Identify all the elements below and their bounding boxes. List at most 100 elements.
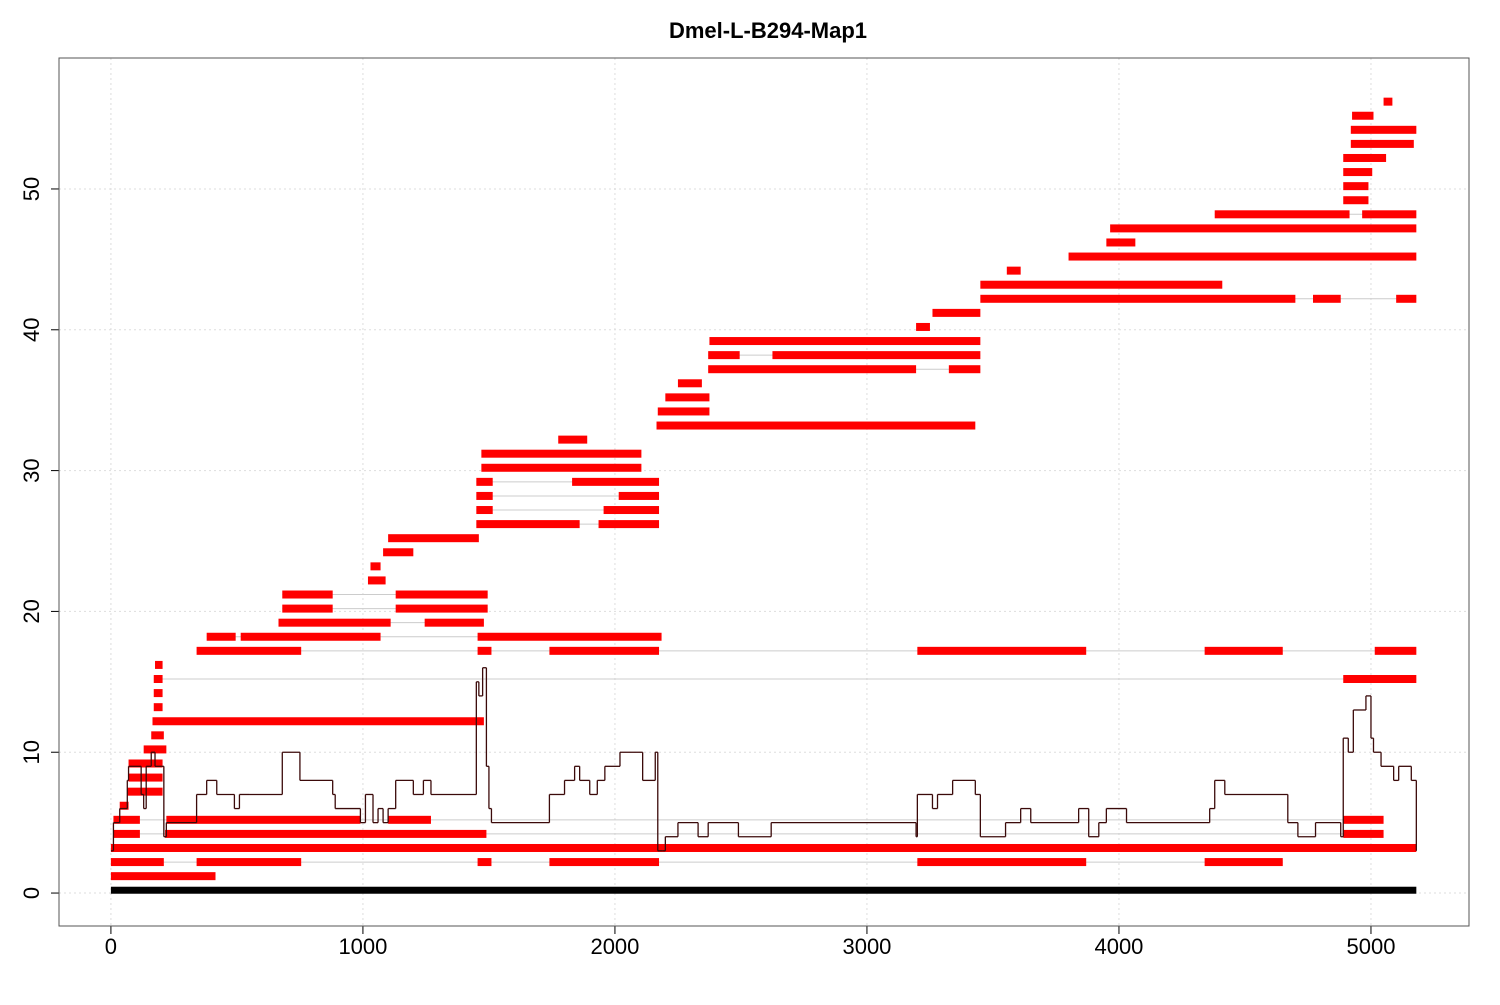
chart-title: Dmel-L-B294-Map1	[669, 18, 867, 43]
segment	[598, 520, 660, 529]
segment	[395, 604, 488, 613]
segment	[1343, 168, 1373, 177]
segment	[477, 632, 662, 641]
segment	[152, 717, 484, 726]
y-tick-label: 50	[19, 177, 44, 201]
segment	[1352, 111, 1374, 120]
segment	[477, 646, 492, 655]
segment	[657, 407, 710, 416]
segment	[1106, 238, 1136, 247]
segment	[917, 646, 1087, 655]
segment	[395, 590, 488, 599]
segment	[980, 294, 1296, 303]
segment	[572, 477, 660, 486]
segment	[110, 858, 164, 867]
segment	[1204, 858, 1283, 867]
segment	[1374, 646, 1417, 655]
segment	[165, 829, 487, 838]
segment	[110, 843, 1417, 852]
segment	[948, 365, 981, 374]
segment	[153, 675, 163, 684]
segment	[196, 646, 302, 655]
segment	[424, 618, 484, 627]
x-tick-label: 5000	[1346, 934, 1395, 959]
y-tick-label: 0	[19, 887, 44, 899]
segment	[383, 548, 414, 557]
segment	[1350, 125, 1417, 134]
y-tick-label: 20	[19, 599, 44, 623]
plot-frame	[58, 57, 1470, 927]
segment	[367, 576, 386, 585]
x-tick-label: 1000	[338, 934, 387, 959]
segment	[1343, 815, 1384, 824]
segment	[1214, 210, 1350, 219]
segment	[558, 435, 588, 444]
segment	[1343, 182, 1369, 191]
x-tick-label: 2000	[590, 934, 639, 959]
segment	[1362, 210, 1417, 219]
segment	[916, 322, 930, 331]
segment	[128, 759, 163, 768]
segment	[618, 491, 660, 500]
segment	[1204, 646, 1283, 655]
segment	[708, 365, 917, 374]
segment	[153, 689, 163, 698]
segment	[153, 703, 163, 712]
segment	[1343, 196, 1369, 205]
segment	[388, 534, 479, 543]
segment	[113, 829, 140, 838]
y-tick-label: 40	[19, 318, 44, 342]
y-tick-label: 10	[19, 740, 44, 764]
segment	[1110, 224, 1417, 233]
segment	[665, 393, 710, 402]
segment	[119, 801, 129, 810]
segment	[481, 449, 642, 458]
segment	[151, 731, 164, 740]
segment	[1350, 139, 1414, 148]
x-tick-label: 3000	[842, 934, 891, 959]
segment	[388, 815, 431, 824]
segment	[143, 745, 167, 754]
segment	[110, 872, 216, 881]
segment	[476, 477, 493, 486]
segment	[477, 858, 492, 867]
segment	[476, 491, 493, 500]
segment	[196, 858, 302, 867]
segment	[282, 590, 333, 599]
segment	[603, 506, 660, 515]
segment	[709, 337, 981, 346]
segment	[110, 886, 1417, 894]
segment	[980, 280, 1223, 289]
segment	[240, 632, 381, 641]
segment	[772, 351, 981, 360]
segment	[708, 351, 740, 360]
segment	[1343, 829, 1384, 838]
x-tick-label: 4000	[1094, 934, 1143, 959]
segment	[549, 646, 660, 655]
segment	[113, 815, 140, 824]
segment	[656, 421, 976, 430]
segment	[127, 787, 163, 796]
segment	[549, 858, 660, 867]
segment	[481, 463, 642, 472]
segment	[1006, 266, 1021, 275]
segment	[1343, 675, 1417, 684]
segment	[370, 562, 381, 571]
segment	[476, 506, 493, 515]
segment	[1343, 153, 1387, 162]
segment	[1068, 252, 1417, 261]
segment	[1313, 294, 1341, 303]
x-tick-label: 0	[105, 934, 117, 959]
segment	[932, 308, 981, 317]
segment	[1383, 97, 1393, 106]
segment	[677, 379, 702, 388]
y-tick-label: 30	[19, 458, 44, 482]
segment	[1396, 294, 1417, 303]
segment	[278, 618, 391, 627]
segment	[166, 815, 361, 824]
segment	[917, 858, 1087, 867]
segment	[206, 632, 236, 641]
segment	[282, 604, 333, 613]
segment	[476, 520, 580, 529]
